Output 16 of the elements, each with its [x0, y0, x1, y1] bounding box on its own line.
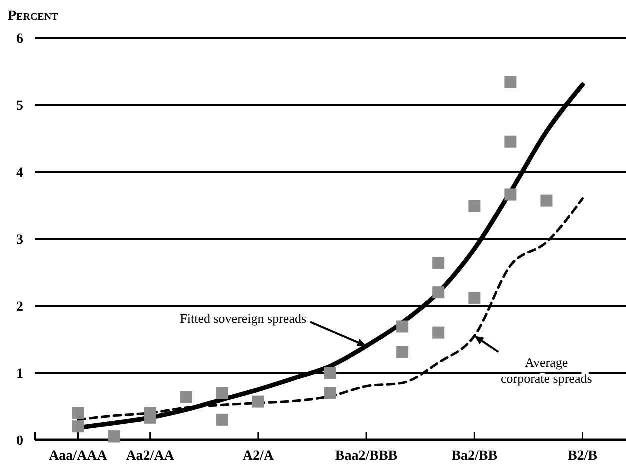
- y-tick-label: 2: [16, 300, 24, 315]
- y-tick-label: 6: [16, 32, 24, 47]
- x-tick-label: Aa2/AA: [126, 449, 176, 464]
- y-tick-label: 3: [16, 233, 24, 248]
- x-tick-label: Aaa/AAA: [49, 449, 108, 464]
- x-tick-label: B2/B: [568, 449, 598, 464]
- y-tick-label: 4: [16, 166, 24, 181]
- y-tick-label: 5: [16, 99, 24, 114]
- y-tick-label: 0: [16, 434, 24, 449]
- x-tick-label: Baa2/BBB: [335, 449, 398, 464]
- annotation: Fitted sovereign spreads: [180, 311, 307, 326]
- y-tick-label: 1: [16, 367, 24, 382]
- x-tick-label: Ba2/BB: [452, 449, 498, 464]
- annotation: Average corporate spreads: [500, 355, 592, 386]
- y-axis-title: Percent: [8, 9, 59, 24]
- x-tick-label: A2/A: [242, 449, 275, 464]
